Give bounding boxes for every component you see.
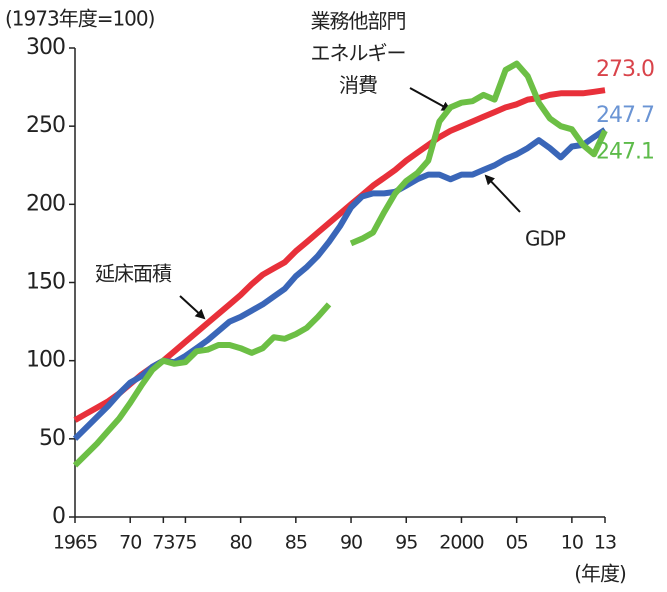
y-tick-label: 300 — [26, 35, 65, 60]
series-name: 業務他部門エネルギー消費 — [311, 9, 406, 97]
arrow — [484, 174, 521, 213]
y-tick-label: 100 — [26, 348, 65, 373]
value-label: 247.1 — [596, 140, 654, 165]
x-tick-label: 10 — [561, 532, 583, 554]
series-line — [349, 60, 608, 247]
series-name: 延床面積 — [95, 262, 172, 286]
x-tick-label: 85 — [285, 532, 307, 554]
series-name: GDP — [525, 227, 566, 251]
y-axis-label: (1973年度=100) — [5, 7, 155, 31]
y-tick-label: 250 — [26, 113, 65, 138]
x-tick-label: 90 — [340, 532, 362, 554]
x-tick-label: 05 — [506, 532, 528, 554]
x-tick-label: 80 — [230, 532, 252, 554]
y-tick-label: 0 — [52, 504, 65, 529]
y-tick-label: 50 — [39, 426, 65, 451]
arrow — [179, 295, 206, 320]
x-tick-label: 1965 — [53, 532, 97, 554]
x-tick-label: 95 — [395, 532, 417, 554]
x-tick-label: 75 — [174, 532, 196, 554]
x-axis-label: (年度) — [574, 562, 626, 586]
value-label: 247.7 — [596, 103, 654, 128]
x-tick-label: 13 — [594, 532, 616, 554]
value-label: 273.0 — [596, 57, 654, 82]
y-tick-label: 200 — [26, 191, 65, 216]
y-tick-label: 150 — [26, 270, 65, 295]
x-tick-label: 73 — [152, 532, 174, 554]
x-tick-label: 70 — [119, 532, 141, 554]
x-tick-label: 2000 — [439, 532, 483, 554]
series-line — [72, 302, 332, 468]
arrow — [409, 87, 452, 111]
